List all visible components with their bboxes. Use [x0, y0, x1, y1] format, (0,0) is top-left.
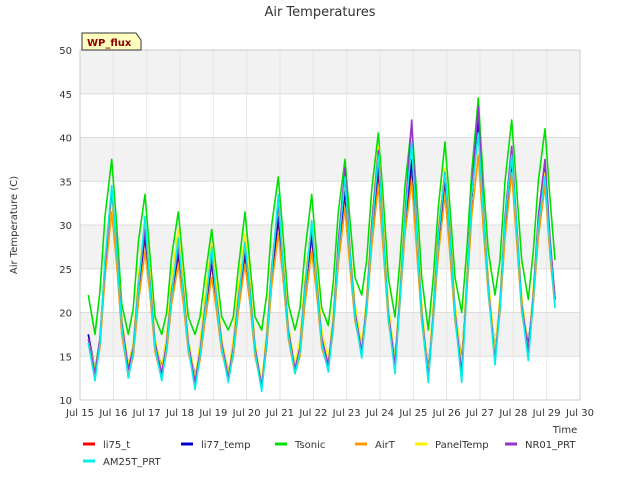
badge-label: WP_flux — [87, 38, 132, 49]
plot-band — [80, 225, 580, 269]
plot-band — [80, 50, 580, 94]
x-tick-label: Jul 28 — [498, 408, 527, 419]
y-tick-label: 30 — [59, 221, 72, 232]
x-tick-label: Jul 24 — [365, 408, 394, 419]
axes: 10 15 20 25 30 35 40 45 50 Jul 15 Jul 16 Jul 17 Jul … — [59, 46, 594, 419]
chart-title: Air Temperatures — [264, 5, 375, 20]
x-tick-label: Jul 15 — [65, 408, 94, 419]
legend-label: AM25T_PRT — [103, 457, 162, 468]
x-tick-label: Jul 19 — [198, 408, 227, 419]
plot-border — [79, 49, 581, 401]
x-tick-label: Jul 17 — [132, 408, 161, 419]
x-tick-label: Jul 18 — [165, 408, 194, 419]
x-tick-label: Jul 23 — [332, 408, 361, 419]
legend-label: li77_temp — [201, 440, 250, 451]
x-axis-label: Time — [552, 425, 577, 436]
x-tick-label: Jul 29 — [532, 408, 561, 419]
x-tick-label: Jul 16 — [98, 408, 127, 419]
series-line-am25t-prt — [87, 132, 556, 393]
legend-label: NR01_PRT — [525, 440, 576, 451]
legend: li75_t li77_temp Tsonic AirT PanelTemp NR01_P… — [83, 440, 576, 468]
plot-band — [80, 137, 580, 182]
badge-shape — [81, 32, 142, 51]
y-tick-label: 45 — [59, 90, 72, 101]
y-tick-label: 15 — [59, 352, 72, 363]
x-tick-label: Jul 25 — [398, 408, 427, 419]
legend-label: AirT — [375, 440, 396, 451]
series-lines — [87, 97, 556, 393]
y-tick-label: 25 — [59, 265, 72, 276]
y-tick-label: 35 — [59, 177, 72, 188]
badge: WP_flux — [81, 32, 142, 51]
y-tick-label: 50 — [59, 46, 72, 57]
y-axis-label: Air Temperature (C) — [9, 176, 20, 274]
x-tick-label: Jul 20 — [232, 408, 261, 419]
legend-label: PanelTemp — [435, 440, 489, 451]
legend-label: li75_t — [103, 440, 130, 451]
y-tick-label: 10 — [59, 396, 72, 407]
x-tick-label: Jul 26 — [432, 408, 461, 419]
x-tick-label: Jul 27 — [465, 408, 494, 419]
series-line-tsonic — [87, 97, 556, 336]
x-tick-label: Jul 22 — [298, 408, 327, 419]
y-tick-label: 40 — [59, 134, 72, 145]
x-tick-label: Jul 30 — [565, 408, 594, 419]
legend-label: Tsonic — [294, 440, 325, 451]
y-tick-label: 20 — [59, 309, 72, 320]
x-tick-label: Jul 21 — [265, 408, 294, 419]
